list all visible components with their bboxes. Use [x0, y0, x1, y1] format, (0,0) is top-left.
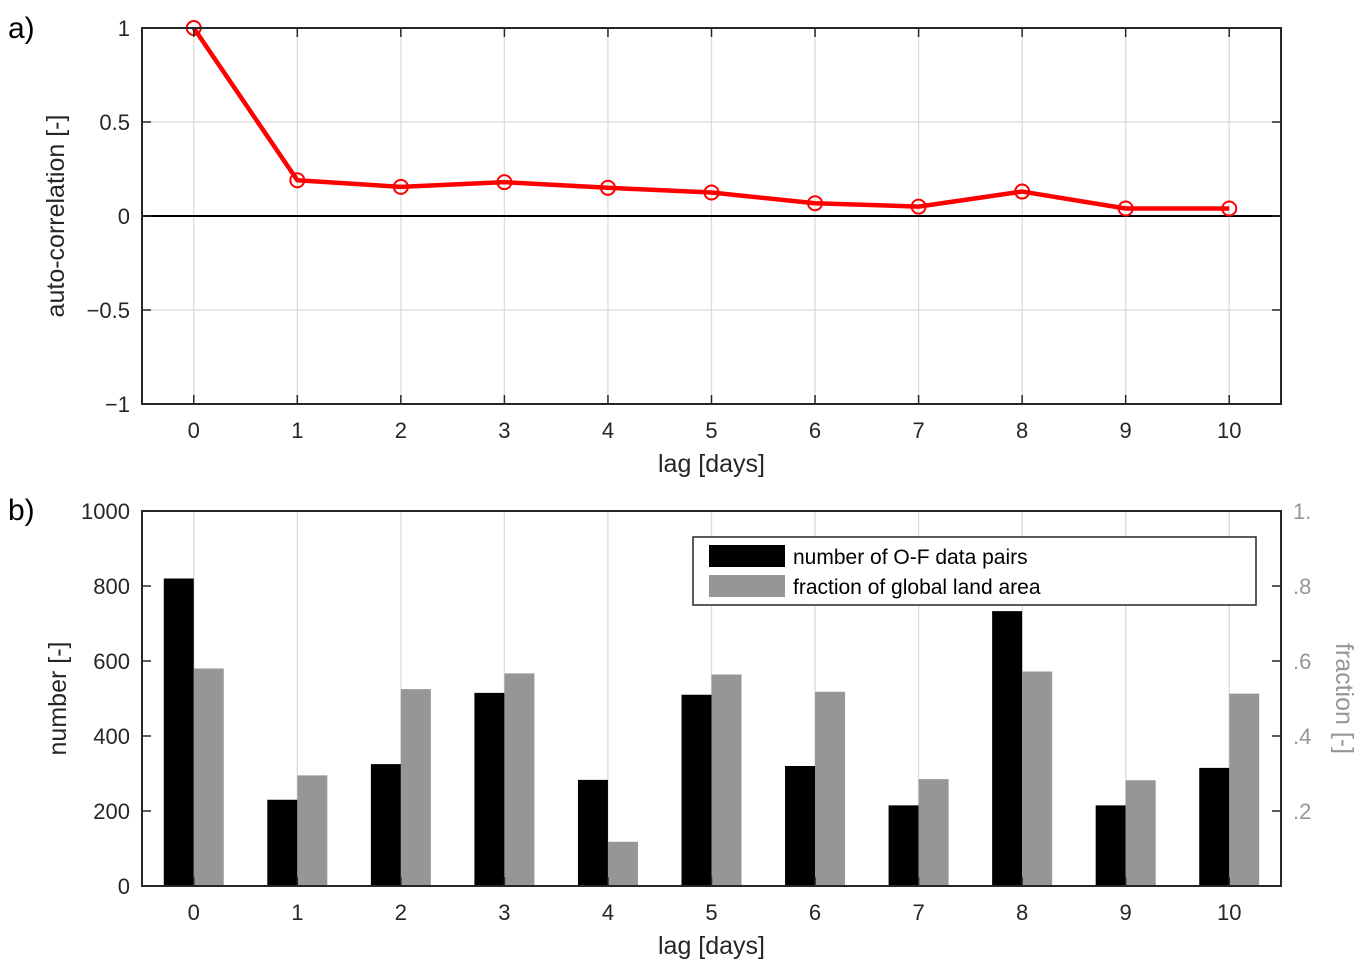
panel-b-left-y-tick-label: 400	[93, 724, 130, 749]
panel-a-series	[185, 20, 1238, 217]
panel-a-x-tick-label: 3	[498, 418, 510, 443]
panel-b-left-y-axis-label: number [-]	[44, 642, 72, 756]
panel-a-x-tick-label: 7	[912, 418, 924, 443]
panel-b-left-y-tick-label: 200	[93, 799, 130, 824]
bar-land-fraction	[1125, 780, 1156, 886]
panel-b-x-tick-label: 4	[602, 900, 614, 925]
panel-a-data-point	[703, 184, 720, 201]
panel-a-autocorrelation: a) 0 1 2 3 4 5 6 7 8 9 10 1 0.5 0 −0.5 −1 lag [days] a…	[8, 12, 1282, 478]
panel-a-x-tick-label: 4	[602, 418, 614, 443]
panel-a-y-tick-label: −0.5	[87, 298, 130, 323]
panel-a-label: a)	[8, 12, 35, 45]
legend-label-land-fraction: fraction of global land area	[793, 576, 1041, 599]
panel-b-right-y-axis-label: fraction [-]	[1330, 643, 1358, 754]
panel-a-x-tick-label: 0	[188, 418, 200, 443]
bar-land-fraction	[711, 674, 742, 886]
panel-a-data-point	[289, 172, 306, 189]
panel-b-x-axis-label: lag [days]	[658, 932, 765, 960]
panel-a-y-tick-label: 1	[118, 16, 130, 41]
panel-a-y-ticks: 1 0.5 0 −0.5 −1	[87, 16, 1281, 417]
panel-a-data-point	[1117, 200, 1134, 217]
panel-a-data-point	[910, 198, 927, 215]
panel-b-x-tick-label: 0	[188, 900, 200, 925]
panel-b-x-tick-label: 9	[1120, 900, 1132, 925]
legend-box	[692, 536, 1257, 606]
panel-b-x-tick-label: 6	[809, 900, 821, 925]
panel-b-x-tick-label: 8	[1016, 900, 1028, 925]
panel-b-left-y-tick-label: 0	[118, 874, 130, 899]
panel-a-y-axis-label: auto-correlation [-]	[42, 115, 70, 318]
legend-label-number-pairs: number of O-F data pairs	[793, 546, 1028, 569]
bar-number-pairs	[785, 766, 816, 886]
panel-b-counts: b) 0 1 2 3 4 5 6 7 8 9 10 0 200 400 600 800 1000 .2 .4 .6…	[8, 494, 1358, 960]
panel-b-legend: number of O-F data pairs fraction of glo…	[692, 536, 1257, 606]
panel-a-data-point	[599, 179, 616, 196]
panel-b-x-tick-label: 10	[1217, 900, 1241, 925]
bar-land-fraction	[504, 673, 535, 886]
bar-number-pairs	[577, 779, 608, 886]
bar-land-fraction	[193, 668, 224, 886]
bar-land-fraction	[400, 689, 431, 886]
bar-land-fraction	[815, 691, 846, 886]
panel-b-bars	[163, 578, 1260, 886]
panel-b-right-y-tick-label: 1.	[1293, 499, 1311, 524]
panel-b-left-y-tick-label: 1000	[81, 499, 130, 524]
bar-number-pairs	[1095, 805, 1126, 886]
bar-number-pairs	[474, 692, 505, 886]
bar-land-fraction	[1229, 693, 1260, 886]
panel-a-y-tick-label: 0	[118, 204, 130, 229]
panel-b-label: b)	[8, 494, 35, 527]
panel-a-x-tick-label: 5	[705, 418, 717, 443]
panel-b-left-y-tick-label: 800	[93, 574, 130, 599]
panel-b-x-tick-label: 3	[498, 900, 510, 925]
panel-b-x-ticks: 0 1 2 3 4 5 6 7 8 9 10	[188, 877, 1241, 925]
bar-number-pairs	[888, 805, 919, 886]
panel-b-x-tick-label: 1	[291, 900, 303, 925]
panel-b-x-tick-label: 2	[395, 900, 407, 925]
panel-a-x-axis-label: lag [days]	[658, 450, 765, 478]
legend-swatch-land-fraction	[709, 575, 785, 597]
panel-b-right-y-tick-label: .6	[1293, 649, 1311, 674]
panel-a-x-tick-label: 1	[291, 418, 303, 443]
panel-a-data-point	[807, 195, 824, 212]
panel-b-left-y-tick-label: 600	[93, 649, 130, 674]
panel-a-x-tick-label: 10	[1217, 418, 1241, 443]
bar-land-fraction	[918, 779, 949, 886]
panel-a-x-tick-label: 6	[809, 418, 821, 443]
bar-number-pairs	[1199, 767, 1230, 886]
panel-b-x-tick-label: 5	[705, 900, 717, 925]
panel-a-x-tick-label: 2	[395, 418, 407, 443]
bar-number-pairs	[163, 578, 194, 886]
panel-a-series-line	[191, 26, 1230, 211]
bar-land-fraction	[607, 841, 638, 886]
panel-a-x-ticks: 0 1 2 3 4 5 6 7 8 9 10	[188, 28, 1241, 443]
panel-a-x-tick-label: 9	[1120, 418, 1132, 443]
panel-b-right-y-tick-label: .4	[1293, 724, 1311, 749]
panel-a-data-point	[1014, 183, 1031, 200]
bar-number-pairs	[992, 611, 1023, 886]
bar-number-pairs	[267, 799, 298, 886]
bar-land-fraction	[1022, 671, 1053, 886]
panel-b-left-y-ticks: 0 200 400 600 800 1000	[81, 499, 151, 899]
panel-b-right-y-tick-label: .2	[1293, 799, 1311, 824]
panel-a-data-point	[392, 178, 409, 195]
panel-a-data-point	[1221, 200, 1238, 217]
bar-number-pairs	[681, 694, 712, 886]
panel-a-y-tick-label: 0.5	[99, 110, 130, 135]
panel-a-x-tick-label: 8	[1016, 418, 1028, 443]
bar-land-fraction	[297, 775, 328, 886]
panel-a-data-point	[496, 174, 513, 191]
panel-a-y-tick-label: −1	[105, 392, 130, 417]
panel-b-right-y-ticks: .2 .4 .6 .8 1.	[1272, 499, 1311, 824]
panel-b-x-tick-label: 7	[912, 900, 924, 925]
legend-swatch-number-pairs	[709, 545, 785, 567]
bar-number-pairs	[370, 764, 401, 886]
panel-b-right-y-tick-label: .8	[1293, 574, 1311, 599]
